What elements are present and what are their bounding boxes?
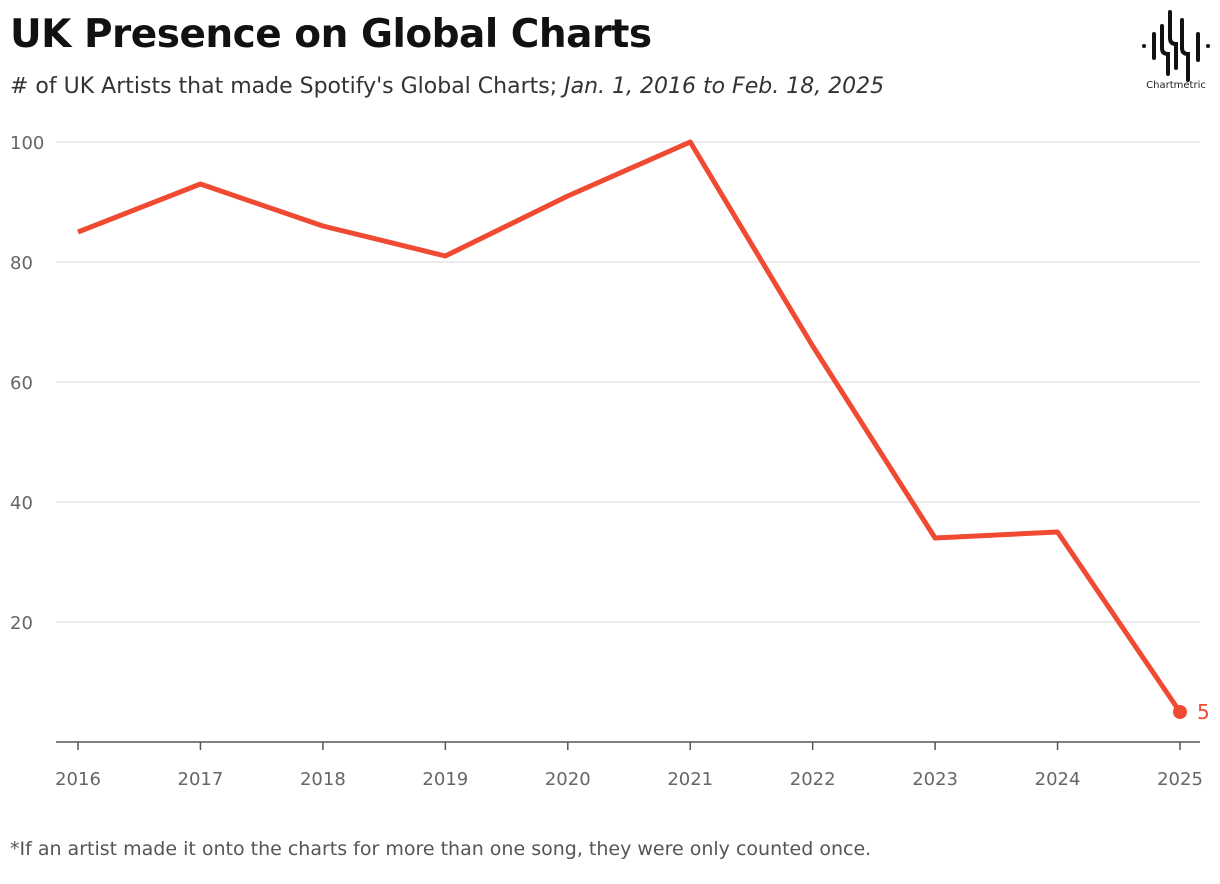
x-tick-label: 2016	[55, 769, 101, 790]
x-tick-label: 2020	[545, 769, 591, 790]
y-tick-label: 100	[10, 133, 44, 154]
waveform-logo-icon	[1142, 10, 1210, 82]
y-tick-label: 20	[10, 613, 33, 634]
x-tick-label: 2017	[178, 769, 224, 790]
subtitle-main: # of UK Artists that made Spotify's Glob…	[10, 74, 565, 99]
x-tick-label: 2024	[1035, 769, 1081, 790]
y-tick-label: 80	[10, 253, 33, 274]
series-line	[77, 139, 1183, 714]
footnote: *If an artist made it onto the charts fo…	[10, 838, 872, 860]
end-value-label: 5	[1197, 700, 1210, 724]
y-tick-label: 40	[10, 493, 33, 514]
x-tick-label: 2023	[912, 769, 958, 790]
chart-subtitle: # of UK Artists that made Spotify's Glob…	[10, 74, 884, 99]
x-tick-label: 2019	[422, 769, 468, 790]
logo-text: Chartmetric	[1146, 80, 1206, 91]
x-tick-label: 2022	[790, 769, 836, 790]
x-tick-label: 2018	[300, 769, 346, 790]
x-tick-label: 2021	[667, 769, 713, 790]
x-tick-label: 2025	[1157, 769, 1203, 790]
data-point	[1173, 705, 1187, 719]
subtitle-date-range: Jan. 1, 2016 to Feb. 18, 2025	[564, 74, 885, 99]
y-tick-label: 60	[10, 373, 33, 394]
chart-title: UK Presence on Global Charts	[10, 12, 652, 57]
